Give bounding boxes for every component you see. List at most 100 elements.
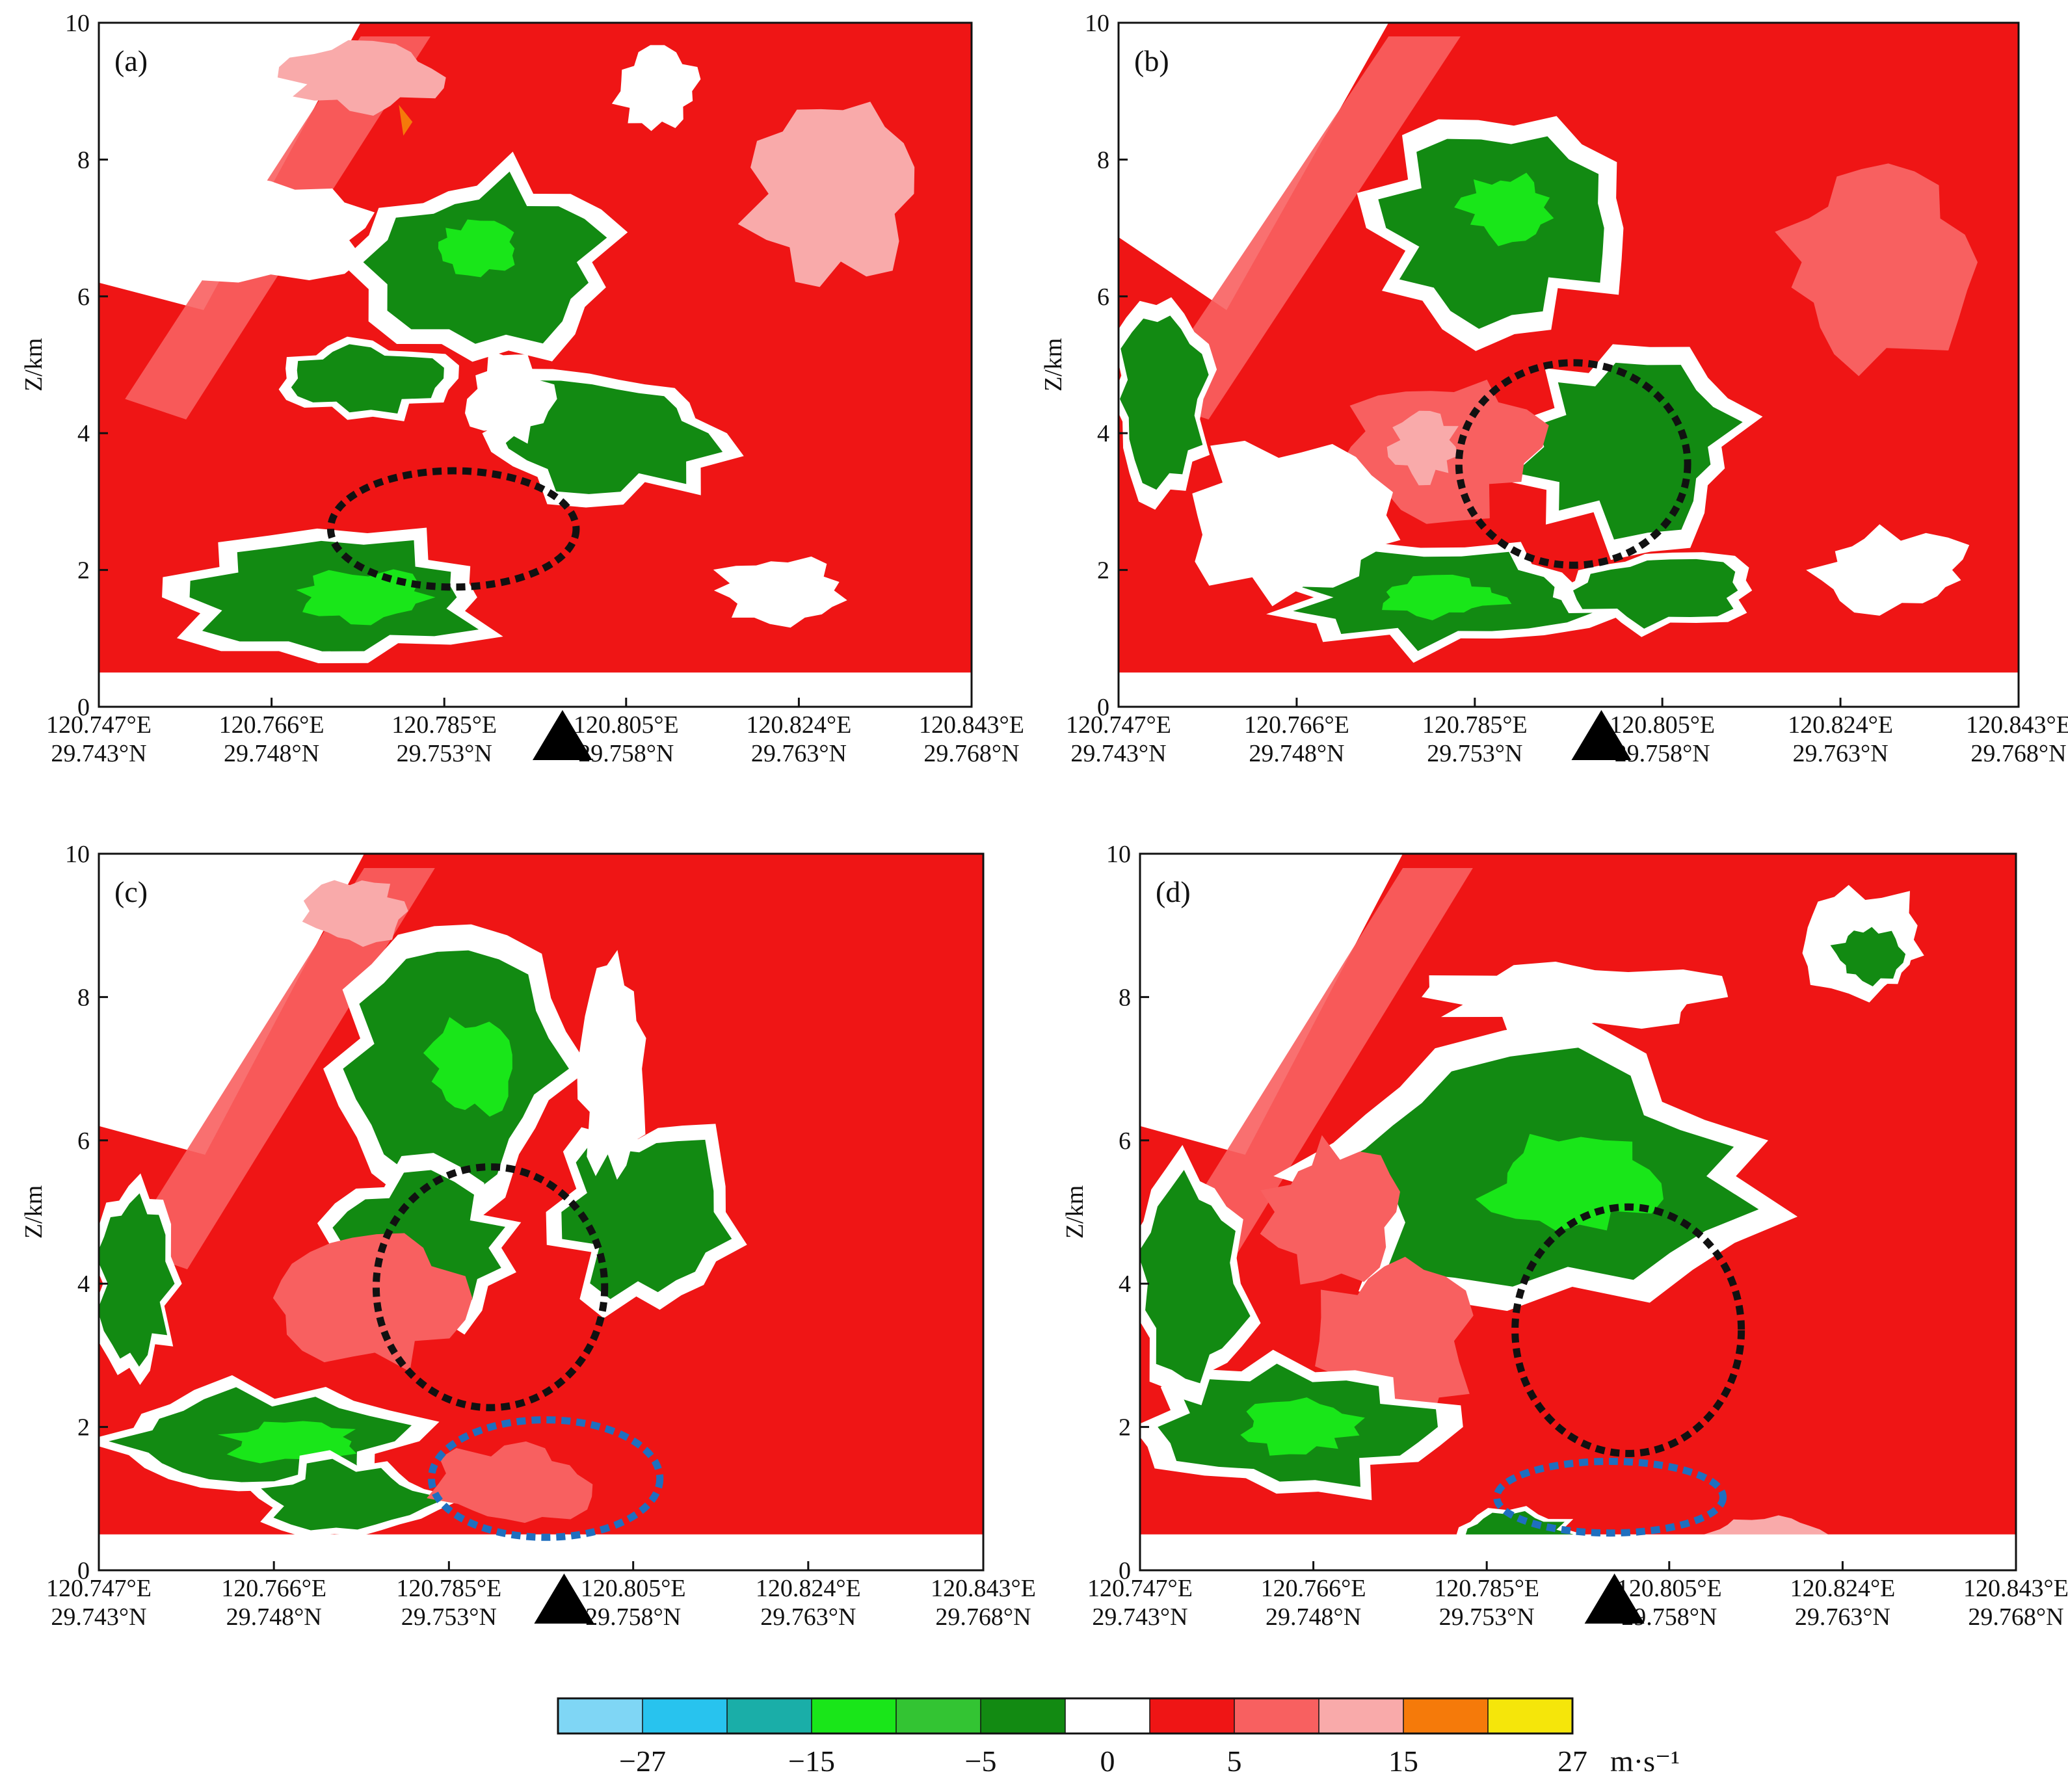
x-tick-label-lon: 120.805°E — [1617, 1575, 1722, 1602]
y-tick-label: 10 — [1106, 841, 1131, 868]
panel-label: (c) — [114, 875, 148, 908]
x-tick-label-lon: 120.805°E — [1610, 711, 1715, 739]
x-tick-label-lon: 120.805°E — [574, 711, 679, 739]
x-tick-label-lon: 120.766°E — [1244, 711, 1349, 739]
x-tick-label-lat: 29.748°N — [226, 1603, 322, 1631]
y-tick-label: 4 — [1119, 1271, 1131, 1298]
location-triangle-marker — [534, 1574, 594, 1624]
y-axis-label: Z/km — [20, 338, 47, 391]
field-cell — [399, 105, 413, 136]
x-tick-label-lon: 120.824°E — [1788, 711, 1893, 739]
x-tick-label-lat: 29.758°N — [585, 1603, 681, 1631]
below-radar-strip — [1140, 1534, 2016, 1570]
x-tick-label-lat: 29.748°N — [1249, 740, 1344, 767]
field-cell — [423, 1017, 512, 1117]
panel-a: 0246810Z/km120.747°E29.743°N120.766°E29.… — [20, 10, 1024, 767]
x-tick-label-lon: 120.747°E — [1087, 1575, 1193, 1602]
x-tick-label-lat: 29.768°N — [1968, 1603, 2063, 1631]
colorbar-tick-label: 15 — [1388, 1745, 1418, 1778]
colorbar-swatch — [896, 1698, 981, 1733]
y-tick-label: 6 — [77, 283, 90, 311]
field-cell — [277, 40, 446, 116]
y-tick-label: 8 — [77, 984, 90, 1011]
field-cell — [302, 880, 408, 947]
x-tick-label-lon: 120.747°E — [1066, 711, 1171, 739]
panel-label: (b) — [1134, 44, 1169, 77]
x-tick-label-lat: 29.753°N — [1427, 740, 1522, 767]
black-dotted-ellipse — [326, 467, 580, 591]
y-tick-label: 6 — [77, 1127, 90, 1155]
y-tick-label: 8 — [1097, 146, 1109, 174]
x-tick-label-lat: 29.763°N — [1795, 1603, 1890, 1631]
field-cell — [99, 1193, 175, 1367]
y-tick-label: 0 — [77, 694, 90, 721]
colorbar-tick-label: 0 — [1100, 1745, 1115, 1778]
field-cell — [1192, 440, 1401, 607]
colorbar-swatch — [1234, 1698, 1319, 1733]
field-cell — [272, 1233, 473, 1372]
x-tick-label-lon: 120.843°E — [1966, 711, 2068, 739]
y-tick-label: 10 — [65, 841, 90, 868]
colorbar-unit-label: m·s⁻¹ — [1610, 1745, 1680, 1778]
x-tick-label-lat: 29.768°N — [923, 740, 1019, 767]
x-tick-label-lat: 29.753°N — [401, 1603, 497, 1631]
colorbar-swatch — [1065, 1698, 1150, 1733]
colorbar-swatch — [558, 1698, 643, 1733]
x-tick-label-lon: 120.747°E — [46, 1575, 152, 1602]
field-cell — [1454, 172, 1554, 246]
panel-d: 0246810Z/km120.747°E29.743°N120.766°E29.… — [1061, 841, 2068, 1631]
x-tick-label-lon: 120.824°E — [1790, 1575, 1895, 1602]
y-tick-label: 4 — [1097, 420, 1109, 447]
x-tick-label-lon: 120.824°E — [746, 711, 851, 739]
location-triangle-marker — [1584, 1574, 1645, 1624]
y-tick-label: 2 — [1097, 557, 1109, 585]
y-tick-label: 6 — [1097, 283, 1109, 311]
x-tick-label-lat: 29.743°N — [1070, 740, 1166, 767]
field-cell — [291, 344, 444, 414]
field-cell — [577, 950, 646, 1180]
field-cell — [611, 45, 701, 131]
colorbar-swatch — [727, 1698, 812, 1733]
y-tick-label: 8 — [1119, 984, 1131, 1011]
y-tick-label: 4 — [77, 420, 90, 447]
below-radar-strip — [99, 672, 972, 707]
panel-label: (a) — [114, 44, 148, 77]
x-tick-label-lat: 29.758°N — [578, 740, 674, 767]
field-cell — [1260, 1135, 1400, 1285]
x-tick-label-lat: 29.743°N — [51, 1603, 146, 1631]
field-cell — [1119, 315, 1209, 490]
field-cell — [131, 170, 375, 283]
y-tick-label: 2 — [1119, 1414, 1131, 1442]
field-cell — [427, 1441, 593, 1523]
x-tick-label-lon: 120.785°E — [391, 711, 497, 739]
x-tick-label-lon: 120.824°E — [756, 1575, 861, 1602]
colorbar-tick-label: −27 — [619, 1745, 666, 1778]
plot-frame — [98, 21, 973, 708]
colorbar-swatch — [1319, 1698, 1404, 1733]
y-axis-label: Z/km — [20, 1185, 47, 1239]
location-triangle-marker — [532, 710, 592, 760]
x-tick-label-lat: 29.763°N — [1793, 740, 1889, 767]
blue-dotted-ellipse — [1493, 1457, 1727, 1537]
field-cell — [1806, 524, 1970, 616]
field-cell — [1382, 574, 1512, 620]
black-dotted-ellipse — [1455, 359, 1691, 569]
x-tick-label-lat: 29.743°N — [51, 740, 146, 767]
colorbar-tick-label: −15 — [788, 1745, 835, 1778]
y-axis-label: Z/km — [1061, 1185, 1089, 1239]
x-tick-label-lon: 120.766°E — [1261, 1575, 1366, 1602]
field-cell — [438, 219, 515, 278]
y-tick-label: 8 — [77, 146, 90, 174]
field-cell — [1422, 962, 1729, 1033]
below-radar-strip — [99, 1534, 983, 1570]
colorbar-tick-label: 27 — [1558, 1745, 1587, 1778]
field-cell — [465, 350, 557, 445]
field-cell — [713, 556, 847, 628]
blue-dotted-ellipse — [427, 1416, 664, 1541]
field-cell — [261, 1458, 446, 1531]
y-tick-label: 0 — [1097, 694, 1109, 721]
x-tick-label-lat: 29.758°N — [1615, 740, 1710, 767]
x-tick-label-lat: 29.753°N — [397, 740, 492, 767]
edge-band — [1166, 868, 1473, 1270]
